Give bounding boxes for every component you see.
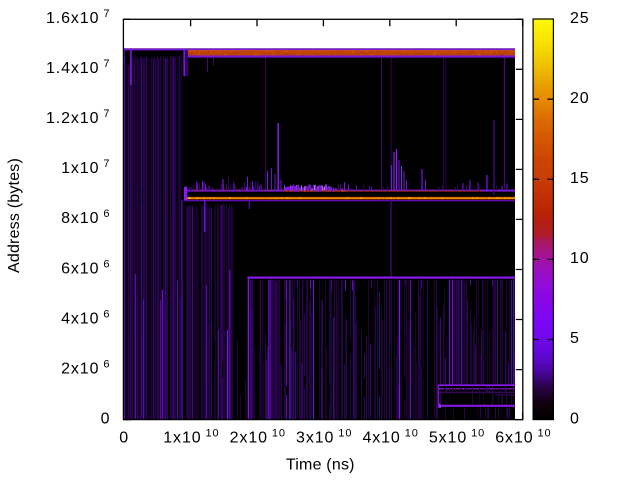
svg-text:0: 0 xyxy=(119,430,129,447)
svg-text:2x10 6: 2x10 6 xyxy=(61,358,110,377)
svg-text:5x10 10: 5x10 10 xyxy=(429,428,485,447)
svg-text:1x10 7: 1x10 7 xyxy=(61,158,110,177)
svg-text:Address (bytes): Address (bytes) xyxy=(6,158,23,273)
svg-text:0: 0 xyxy=(570,410,580,427)
svg-text:6x10 6: 6x10 6 xyxy=(61,258,110,277)
svg-text:5: 5 xyxy=(570,330,580,347)
svg-text:2x10 10: 2x10 10 xyxy=(230,428,286,447)
svg-text:1.2x10 7: 1.2x10 7 xyxy=(46,108,110,127)
svg-text:6x10 10: 6x10 10 xyxy=(495,428,551,447)
svg-text:1x10 10: 1x10 10 xyxy=(163,428,219,447)
svg-text:20: 20 xyxy=(570,90,590,107)
svg-text:1.4x10 7: 1.4x10 7 xyxy=(46,58,110,77)
svg-text:15: 15 xyxy=(570,170,590,187)
svg-text:10: 10 xyxy=(570,250,590,267)
svg-text:1.6x10 7: 1.6x10 7 xyxy=(46,8,110,27)
svg-text:4x10 10: 4x10 10 xyxy=(362,428,418,447)
svg-text:Time (ns): Time (ns) xyxy=(286,456,355,473)
svg-text:25: 25 xyxy=(570,10,590,27)
svg-text:4x10 6: 4x10 6 xyxy=(61,308,110,327)
svg-text:3x10 10: 3x10 10 xyxy=(296,428,352,447)
svg-text:0: 0 xyxy=(101,410,111,427)
svg-text:8x10 6: 8x10 6 xyxy=(61,208,110,227)
